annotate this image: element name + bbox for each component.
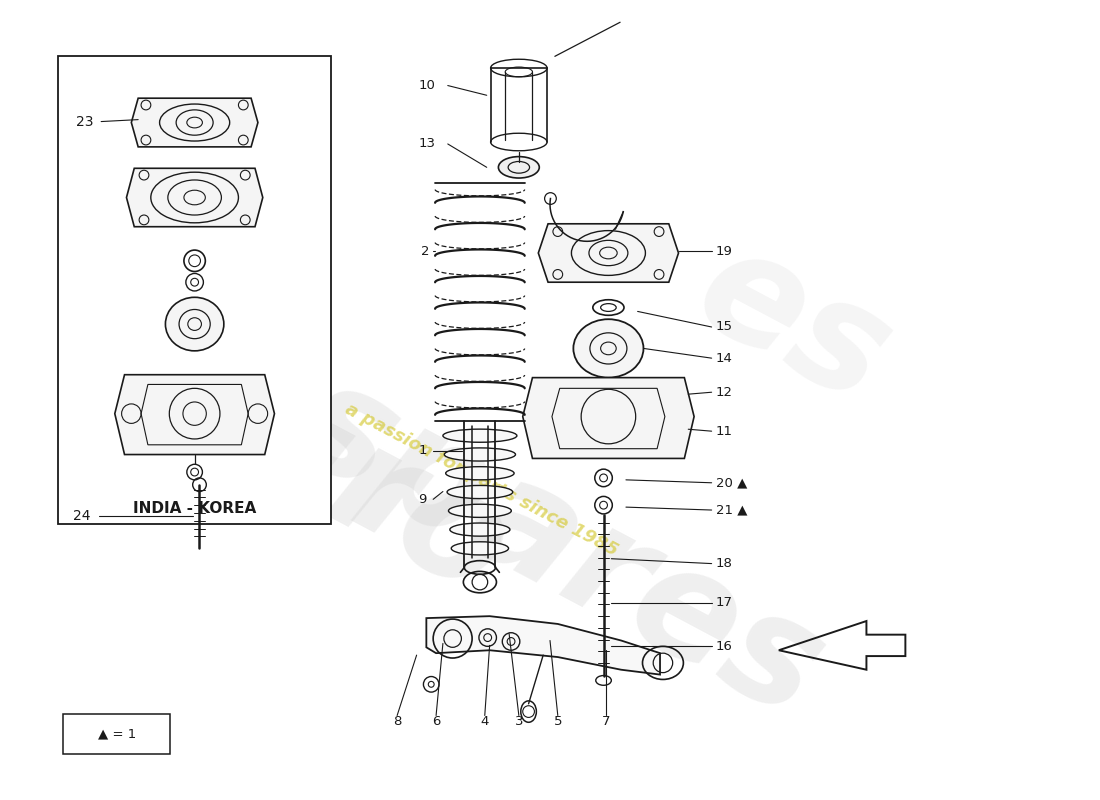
Polygon shape: [114, 374, 275, 454]
Text: 7: 7: [602, 715, 610, 728]
Text: 18: 18: [715, 557, 733, 570]
Ellipse shape: [573, 319, 644, 378]
Bar: [63, 714, 170, 754]
Text: 6: 6: [432, 715, 440, 728]
Text: 21 ▲: 21 ▲: [715, 503, 747, 517]
Ellipse shape: [498, 157, 539, 178]
Text: ▲ = 1: ▲ = 1: [98, 727, 136, 741]
Text: 14: 14: [715, 352, 733, 365]
Text: euro: euro: [118, 312, 535, 628]
Text: 4: 4: [481, 715, 490, 728]
Text: 5: 5: [553, 715, 562, 728]
Ellipse shape: [165, 298, 223, 351]
Text: 17: 17: [715, 596, 733, 609]
Polygon shape: [538, 224, 679, 282]
Text: a passion for parts since 1985: a passion for parts since 1985: [342, 400, 622, 560]
Polygon shape: [126, 168, 263, 226]
Bar: [58, 56, 331, 524]
Text: 8: 8: [393, 715, 402, 728]
Polygon shape: [427, 616, 660, 674]
Polygon shape: [522, 378, 694, 458]
Ellipse shape: [449, 504, 512, 518]
Text: 15: 15: [715, 321, 733, 334]
Ellipse shape: [451, 542, 508, 555]
Polygon shape: [131, 98, 257, 147]
Text: 16: 16: [715, 640, 733, 653]
Text: 11: 11: [715, 425, 733, 438]
Text: INDIA - KOREA: INDIA - KOREA: [133, 501, 256, 516]
Text: 20 ▲: 20 ▲: [715, 476, 747, 490]
Ellipse shape: [444, 448, 516, 461]
Text: 13: 13: [419, 138, 436, 150]
Text: 2: 2: [421, 245, 430, 258]
Ellipse shape: [443, 429, 517, 442]
Text: spares: spares: [272, 348, 848, 748]
Text: 24: 24: [73, 509, 90, 523]
Text: 10: 10: [419, 79, 436, 92]
Ellipse shape: [446, 466, 514, 480]
Text: 3: 3: [515, 715, 524, 728]
Ellipse shape: [450, 523, 510, 536]
Text: 1: 1: [419, 444, 427, 457]
Text: 19: 19: [715, 245, 733, 258]
Text: 12: 12: [715, 386, 733, 398]
Text: 9: 9: [419, 493, 427, 506]
Ellipse shape: [447, 486, 513, 498]
Text: es: es: [672, 213, 914, 435]
Text: 23: 23: [76, 114, 94, 129]
